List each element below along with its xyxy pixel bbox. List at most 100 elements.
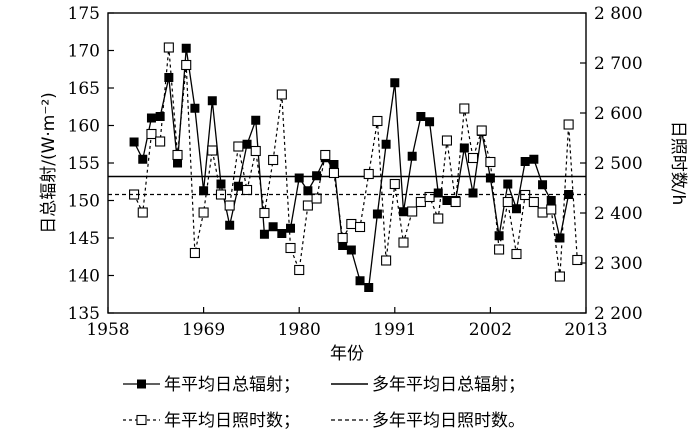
radiation-data-point [190, 103, 200, 113]
sunshine-data-point [189, 247, 200, 259]
x-tick-label: 1991 [373, 320, 416, 340]
y-left-axis-title: 日总辐射/(W·m⁻²) [39, 92, 59, 234]
radiation-data-point [286, 223, 296, 233]
y-left-tick-label: 135 [68, 304, 100, 324]
legend-sunshine-marker [136, 414, 147, 426]
sunshine-data-point [137, 207, 148, 218]
sunshine-data-point [337, 232, 348, 244]
sunshine-data-point [242, 184, 253, 196]
sunshine-data-point [459, 103, 470, 114]
x-tick-label: 1980 [278, 320, 321, 340]
sunshine-data-point [311, 193, 322, 204]
radiation-data-point [173, 158, 183, 168]
radiation-data-point [442, 196, 452, 205]
sunshine-data-point [381, 255, 392, 266]
y-left-tick-label: 165 [68, 79, 100, 99]
radiation-data-point [233, 181, 243, 191]
y-left-tick-label: 150 [68, 192, 100, 212]
sunshine-data-point [528, 196, 539, 208]
sunshine-data-point [276, 89, 287, 100]
sunshine-data-point [572, 254, 583, 266]
y-left-tick-label: 140 [68, 267, 100, 287]
x-tick-label: 1958 [86, 320, 129, 340]
y-right-tick-label: 2 800 [594, 4, 643, 24]
radiation-data-point [381, 139, 391, 149]
sunshine-data-point [146, 128, 157, 140]
y-left-tick-label: 145 [68, 229, 100, 249]
sunshine-data-point [476, 125, 487, 136]
sunshine-data-point [259, 207, 270, 219]
y-right-tick-label: 2 300 [594, 254, 643, 274]
legend-label-sunshine: 年平均日照时数； [164, 411, 300, 431]
x-tick-label: 2013 [564, 320, 607, 340]
sunshine-data-point [172, 149, 183, 161]
radiation-data-point [355, 276, 365, 286]
radiation-data-point [372, 209, 382, 219]
sunshine-data-point [302, 200, 313, 211]
radiation-data-point [503, 179, 513, 189]
y-left-tick-label: 175 [68, 4, 100, 24]
radiation-data-point [251, 115, 261, 125]
sunshine-data-point [207, 145, 218, 156]
radiation-data-point [277, 229, 287, 238]
sunshine-data-point [546, 204, 557, 215]
sunshine-data-point [554, 271, 565, 282]
x-tick-label: 1969 [182, 320, 225, 340]
sunshine-data-point [224, 200, 235, 211]
sunshine-data-point [467, 152, 479, 164]
radiation-data-point [546, 196, 556, 205]
radiation-data-point [459, 143, 469, 153]
radiation-data-point [538, 180, 548, 190]
y-left-tick-label: 170 [68, 42, 100, 62]
radiation-data-point [155, 112, 165, 121]
radiation-data-point [242, 139, 252, 149]
sunshine-data-point [198, 207, 209, 218]
sunshine-data-point [441, 135, 452, 146]
sunshine-data-point [389, 178, 400, 190]
radiation-data-point [494, 231, 504, 241]
radiation-data-point [129, 137, 139, 147]
radiation-data-point [294, 173, 304, 183]
radiation-data-point [416, 112, 426, 121]
y-right-tick-label: 2 500 [594, 154, 643, 174]
legend-label-sunshine-mean: 多年平均日照时数。 [372, 411, 525, 431]
sunshine-data-point [233, 141, 244, 152]
x-axis-title: 年份 [330, 344, 364, 364]
radiation-data-point [259, 229, 269, 239]
sunshine-data-point [563, 119, 574, 130]
radiation-data-point [520, 157, 530, 166]
radiation-data-point [303, 186, 313, 196]
y-right-tick-label: 2 700 [594, 54, 643, 74]
radiation-data-point [199, 186, 209, 196]
sunshine-data-point [285, 242, 296, 254]
radiation-data-point [485, 173, 495, 183]
sunshine-data-point [294, 264, 305, 276]
radiation-data-point [364, 283, 374, 292]
y-right-tick-label: 2 400 [594, 204, 643, 224]
sunshine-data-point [494, 244, 505, 255]
sunshine-data-point [398, 237, 409, 248]
y-right-tick-label: 2 600 [594, 104, 643, 124]
sunshine-data-point [354, 221, 366, 233]
radiation-data-point [207, 96, 217, 106]
radiation-data-point [338, 241, 348, 250]
y-right-axis-title: 日照时数/h [668, 121, 688, 206]
sunshine-data-point [250, 145, 261, 157]
sunshine-data-point [320, 149, 331, 161]
y-left-tick-label: 160 [68, 117, 100, 137]
sunshine-data-point [415, 196, 426, 208]
radiation-data-point [425, 117, 435, 127]
sunshine-data-point [485, 156, 496, 168]
sunshine-data-point [537, 207, 548, 218]
radiation-data-point [511, 204, 521, 214]
sunshine-data-point [363, 168, 374, 180]
radiation-data-point [329, 160, 339, 169]
legend-label-radiation: 年平均日总辐射； [164, 375, 300, 395]
radiation-data-point [138, 154, 148, 164]
legend-radiation-marker [137, 379, 146, 389]
sunshine-data-point [424, 191, 435, 203]
radiation-data-point [468, 188, 478, 198]
sunshine-data-point [181, 59, 192, 71]
radiation-data-point [398, 207, 408, 217]
